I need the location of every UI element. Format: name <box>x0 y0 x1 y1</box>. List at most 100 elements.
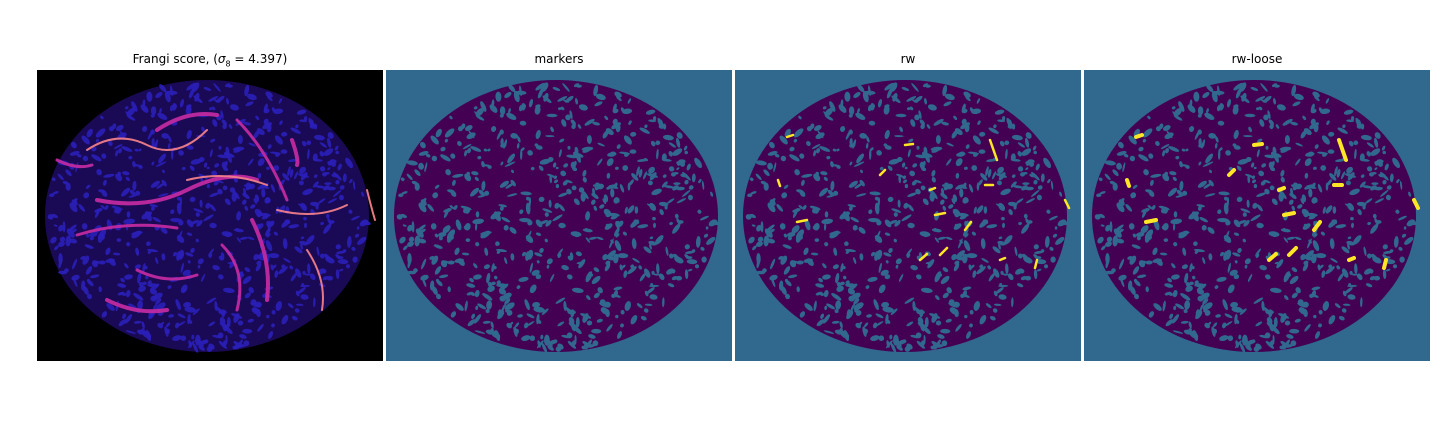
texture-blob <box>760 180 767 185</box>
texture-blob <box>593 292 600 299</box>
texture-blob <box>622 165 629 171</box>
texture-blob <box>299 166 306 174</box>
texture-blob <box>629 179 634 186</box>
texture-blob <box>1373 275 1381 281</box>
texture-blob <box>283 257 291 263</box>
texture-blob <box>267 144 272 149</box>
texture-blob <box>218 255 224 261</box>
texture-blob <box>934 227 937 232</box>
texture-blob <box>604 308 610 318</box>
texture-blob <box>1274 84 1280 88</box>
texture-blob <box>179 99 185 108</box>
texture-blob <box>100 205 106 210</box>
texture-blob <box>1304 172 1309 179</box>
texture-blob <box>1025 160 1031 166</box>
texture-blob <box>101 153 107 159</box>
texture-blob <box>576 261 583 265</box>
texture-blob <box>1353 140 1359 146</box>
texture-blob <box>1329 238 1335 250</box>
texture-blob <box>281 131 288 137</box>
texture-blob <box>527 220 533 226</box>
texture-blob <box>643 171 648 180</box>
texture-blob <box>1347 294 1356 300</box>
texture-blob <box>1013 205 1017 210</box>
texture-blob <box>783 233 788 238</box>
texture-blob <box>451 179 456 186</box>
vessel-curve <box>105 298 169 314</box>
texture-blob <box>889 334 893 340</box>
texture-blob <box>610 215 618 220</box>
texture-blob <box>1320 108 1331 115</box>
texture-blob <box>555 297 566 304</box>
texture-blob <box>161 133 170 139</box>
texture-blob <box>134 264 141 270</box>
texture-blob <box>278 266 288 275</box>
texture-blob <box>429 255 435 260</box>
texture-blob <box>1247 339 1255 345</box>
texture-blob <box>1237 220 1247 225</box>
vessel-segment <box>1144 218 1158 224</box>
texture-blob <box>1167 277 1172 283</box>
texture-blob <box>800 179 805 186</box>
texture-blob <box>124 314 133 324</box>
texture-blob <box>859 253 864 261</box>
texture-blob <box>857 84 865 93</box>
texture-blob <box>915 332 922 339</box>
texture-blob <box>1040 173 1045 183</box>
texture-blob <box>1217 209 1222 215</box>
texture-blob <box>1240 208 1251 213</box>
texture-blob <box>82 155 89 162</box>
texture-blob <box>676 160 682 166</box>
texture-blob <box>768 228 775 234</box>
texture-blob <box>1014 246 1018 257</box>
texture-blob <box>1036 194 1042 201</box>
texture-blob <box>672 148 683 156</box>
vessel-segment <box>1033 258 1039 270</box>
texture-blob <box>578 259 586 269</box>
texture-blob <box>1328 219 1337 228</box>
texture-blob <box>1112 235 1119 247</box>
texture-blob <box>335 250 346 254</box>
vessel-segment <box>1287 246 1298 257</box>
texture-blob <box>756 253 761 265</box>
texture-blob <box>940 275 950 285</box>
texture-blob <box>1031 189 1040 198</box>
texture-blob <box>1294 318 1301 323</box>
texture-blob <box>518 276 529 282</box>
texture-blob <box>462 144 472 150</box>
panel-title-rw-loose: rw-loose <box>1231 52 1283 66</box>
texture-blob <box>128 194 137 198</box>
texture-blob <box>835 300 842 310</box>
texture-blob <box>491 281 496 286</box>
texture-blob <box>491 99 495 108</box>
texture-blob <box>1226 197 1230 209</box>
texture-blob <box>919 231 931 237</box>
texture-blob <box>1011 134 1023 141</box>
texture-blob <box>1270 166 1276 172</box>
texture-blob <box>1328 315 1336 325</box>
texture-blob <box>525 196 531 201</box>
texture-blob <box>1000 270 1004 275</box>
texture-blob <box>1003 235 1013 245</box>
texture-blob <box>242 199 247 205</box>
texture-blob <box>649 236 654 240</box>
texture-blob <box>1173 107 1182 117</box>
texture-blob <box>806 258 814 266</box>
texture-blob <box>552 87 561 91</box>
texture-blob <box>329 220 335 224</box>
texture-blob <box>438 236 443 241</box>
texture-blob <box>903 202 909 209</box>
texture-blob <box>242 275 252 285</box>
texture-blob <box>935 135 941 144</box>
texture-blob <box>1351 273 1358 276</box>
texture-blob <box>264 197 271 204</box>
texture-blob <box>1370 148 1381 156</box>
texture-blob <box>985 166 989 177</box>
texture-blob <box>1099 191 1106 195</box>
texture-blob <box>937 334 945 339</box>
texture-blob <box>95 128 106 138</box>
texture-blob <box>361 191 365 197</box>
texture-blob <box>504 302 515 311</box>
texture-blob <box>1253 184 1258 189</box>
texture-blob <box>1306 212 1318 217</box>
